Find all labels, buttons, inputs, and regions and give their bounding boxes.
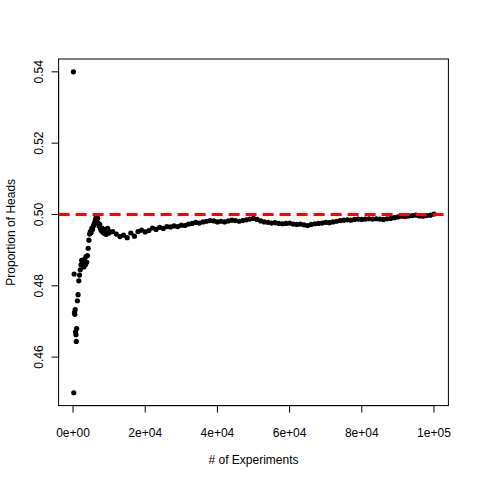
reference-line <box>59 213 449 216</box>
y-axis-label: Proportion of Heads <box>4 179 18 286</box>
point <box>85 253 90 258</box>
y-tick <box>52 71 59 72</box>
plot-frame <box>59 59 449 406</box>
x-tick-label: 2e+04 <box>128 426 162 440</box>
background <box>0 0 480 480</box>
x-tick <box>361 406 362 413</box>
x-axis-label: # of Experiments <box>208 453 298 467</box>
plot-area <box>59 69 449 395</box>
point <box>75 292 80 297</box>
point <box>73 332 78 337</box>
x-tick-label: 6e+04 <box>273 426 307 440</box>
y-tick <box>52 143 59 144</box>
y-tick-label: 0.52 <box>32 131 46 155</box>
x-tick <box>289 406 290 413</box>
point <box>75 298 80 303</box>
point <box>72 312 77 317</box>
y-tick <box>52 285 59 286</box>
y-tick-label: 0.48 <box>32 274 46 298</box>
x-tick-label: 4e+04 <box>201 426 235 440</box>
point <box>95 216 100 221</box>
point <box>125 235 130 240</box>
x-axis-line <box>73 405 434 406</box>
point <box>77 272 82 277</box>
point <box>132 234 137 239</box>
y-tick <box>52 357 59 358</box>
y-tick-label: 0.54 <box>32 60 46 84</box>
point <box>73 307 78 312</box>
point <box>74 339 79 344</box>
chart: 0e+00 2e+04 4e+04 6e+04 8e+04 1e+05 0.46 0.48 0.… <box>0 0 480 480</box>
y-tick-label: 0.50 <box>32 202 46 226</box>
x-tick <box>73 406 74 413</box>
x-tick <box>217 406 218 413</box>
point <box>76 278 81 283</box>
point <box>86 238 91 243</box>
point <box>71 69 76 74</box>
point <box>72 271 77 276</box>
x-tick <box>145 406 146 413</box>
point <box>74 326 79 331</box>
x-tick-label: 8e+04 <box>345 426 379 440</box>
y-tick <box>52 214 59 215</box>
point <box>84 260 89 265</box>
y-tick-label: 0.46 <box>32 345 46 369</box>
x-tick <box>433 406 434 413</box>
x-tick-label: 0e+00 <box>56 426 90 440</box>
point <box>71 390 76 395</box>
point <box>86 246 91 251</box>
x-tick-label: 1e+05 <box>417 426 451 440</box>
